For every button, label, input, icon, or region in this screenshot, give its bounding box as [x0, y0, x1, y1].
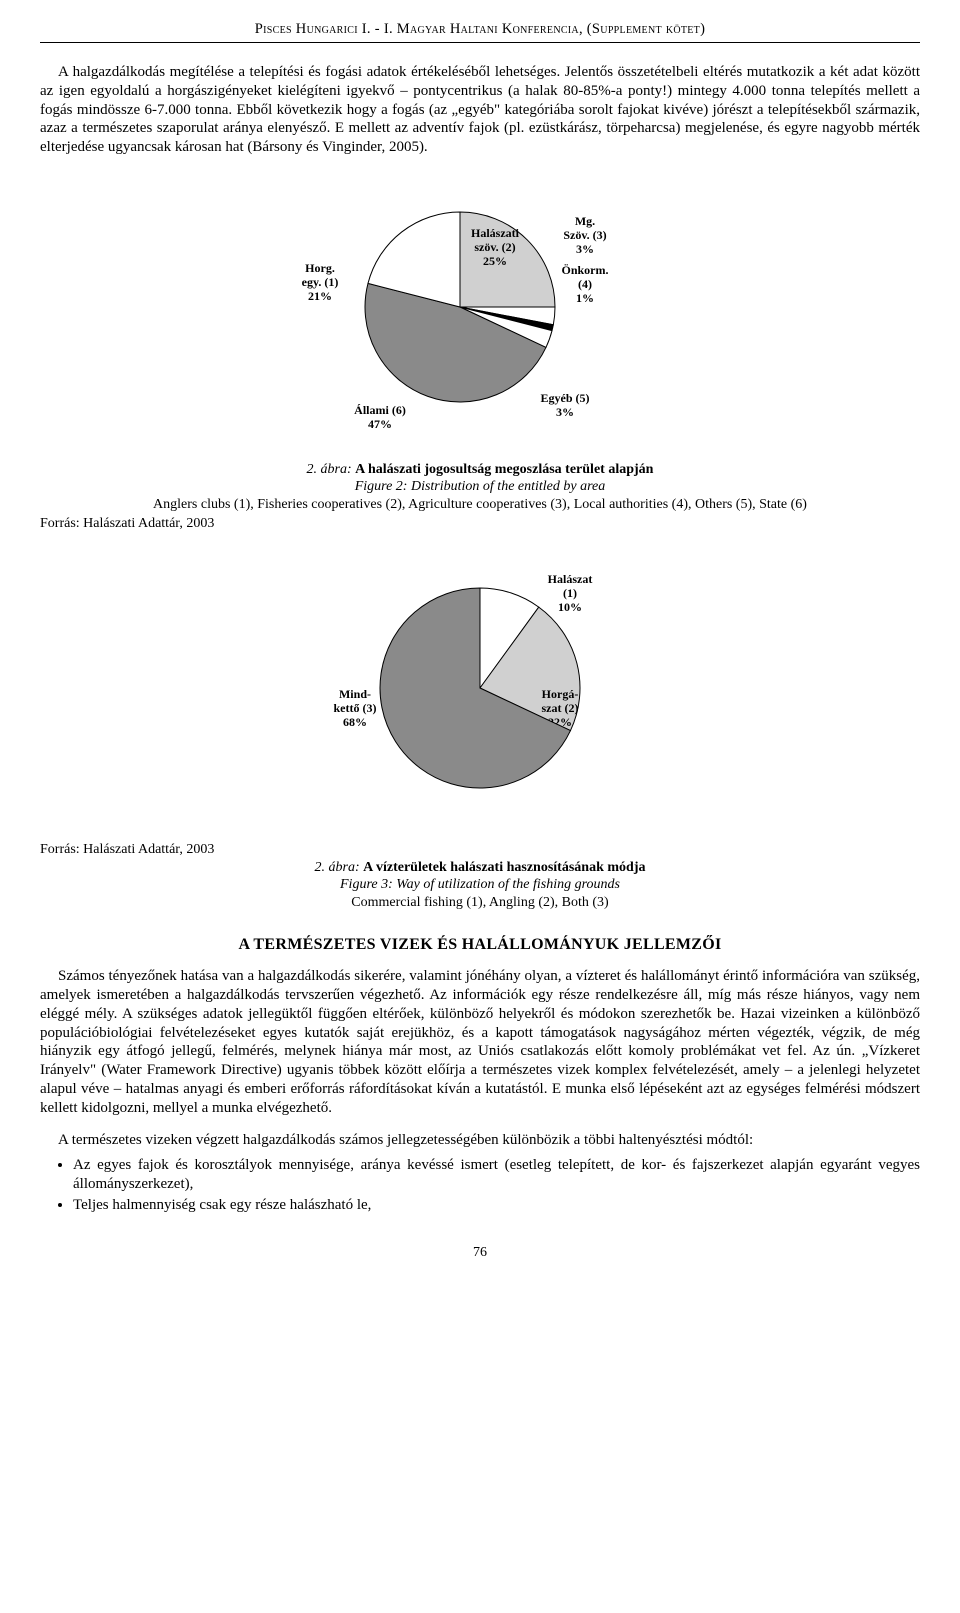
figure-3-caption: 2. ábra: A vízterületek halászati haszno… [40, 859, 920, 912]
figure-3-chart: Halászat(1)10%Horgá-szat (2)22%Mind-kett… [40, 553, 920, 834]
paragraph-1: A halgazdálkodás megítélése a telepítési… [40, 63, 920, 157]
section-heading: A TERMÉSZETES VIZEK ÉS HALÁLLOMÁNYUK JEL… [40, 935, 920, 955]
svg-text:68%: 68% [343, 715, 367, 729]
svg-text:1%: 1% [576, 291, 594, 305]
svg-text:(1): (1) [563, 586, 577, 600]
figure-2-caption: 2. ábra: A halászati jogosultság megoszl… [40, 461, 920, 514]
svg-text:3%: 3% [576, 242, 594, 256]
svg-text:3%: 3% [556, 405, 574, 419]
svg-text:Egyéb (5): Egyéb (5) [541, 391, 590, 405]
svg-text:kettő (3): kettő (3) [334, 701, 377, 715]
list-item: Az egyes fajok és korosztályok mennyiség… [73, 1156, 920, 1194]
svg-text:Állami (6): Állami (6) [354, 403, 406, 417]
svg-text:Önkorm.: Önkorm. [561, 263, 608, 277]
svg-text:Horgá-: Horgá- [542, 687, 579, 701]
svg-text:47%: 47% [368, 417, 392, 431]
paragraph-3: A természetes vizeken végzett halgazdálk… [40, 1131, 920, 1150]
running-head: Pisces Hungarici I. - I. Magyar Haltani … [40, 20, 920, 43]
bullet-list: Az egyes fajok és korosztályok mennyiség… [40, 1156, 920, 1214]
svg-text:Horg.: Horg. [305, 261, 335, 275]
svg-text:egy. (1): egy. (1) [302, 275, 339, 289]
pie-chart-1: Halászatiszöv. (2)25%Mg.Szöv. (3)3%Önkor… [280, 177, 680, 447]
svg-text:Mg.: Mg. [575, 214, 595, 228]
svg-text:szöv. (2): szöv. (2) [474, 240, 515, 254]
svg-text:Halászati: Halászati [471, 226, 520, 240]
pie-chart-2: Halászat(1)10%Horgá-szat (2)22%Mind-kett… [280, 553, 680, 828]
svg-text:szat (2): szat (2) [542, 701, 579, 715]
figure-2-source: Forrás: Halászati Adattár, 2003 [40, 515, 920, 533]
svg-text:Mind-: Mind- [339, 687, 371, 701]
page-number: 76 [40, 1244, 920, 1262]
paragraph-2: Számos tényezőnek hatása van a halgazdál… [40, 967, 920, 1117]
svg-text:25%: 25% [483, 254, 507, 268]
figure-2-chart: Halászatiszöv. (2)25%Mg.Szöv. (3)3%Önkor… [40, 177, 920, 453]
svg-text:21%: 21% [308, 289, 332, 303]
list-item: Teljes halmennyiség csak egy része halás… [73, 1196, 920, 1215]
svg-text:10%: 10% [558, 600, 582, 614]
figure-3-source: Forrás: Halászati Adattár, 2003 [40, 841, 920, 859]
svg-text:Szöv. (3): Szöv. (3) [563, 228, 606, 242]
svg-text:(4): (4) [578, 277, 592, 291]
svg-text:Halászat: Halászat [548, 572, 593, 586]
